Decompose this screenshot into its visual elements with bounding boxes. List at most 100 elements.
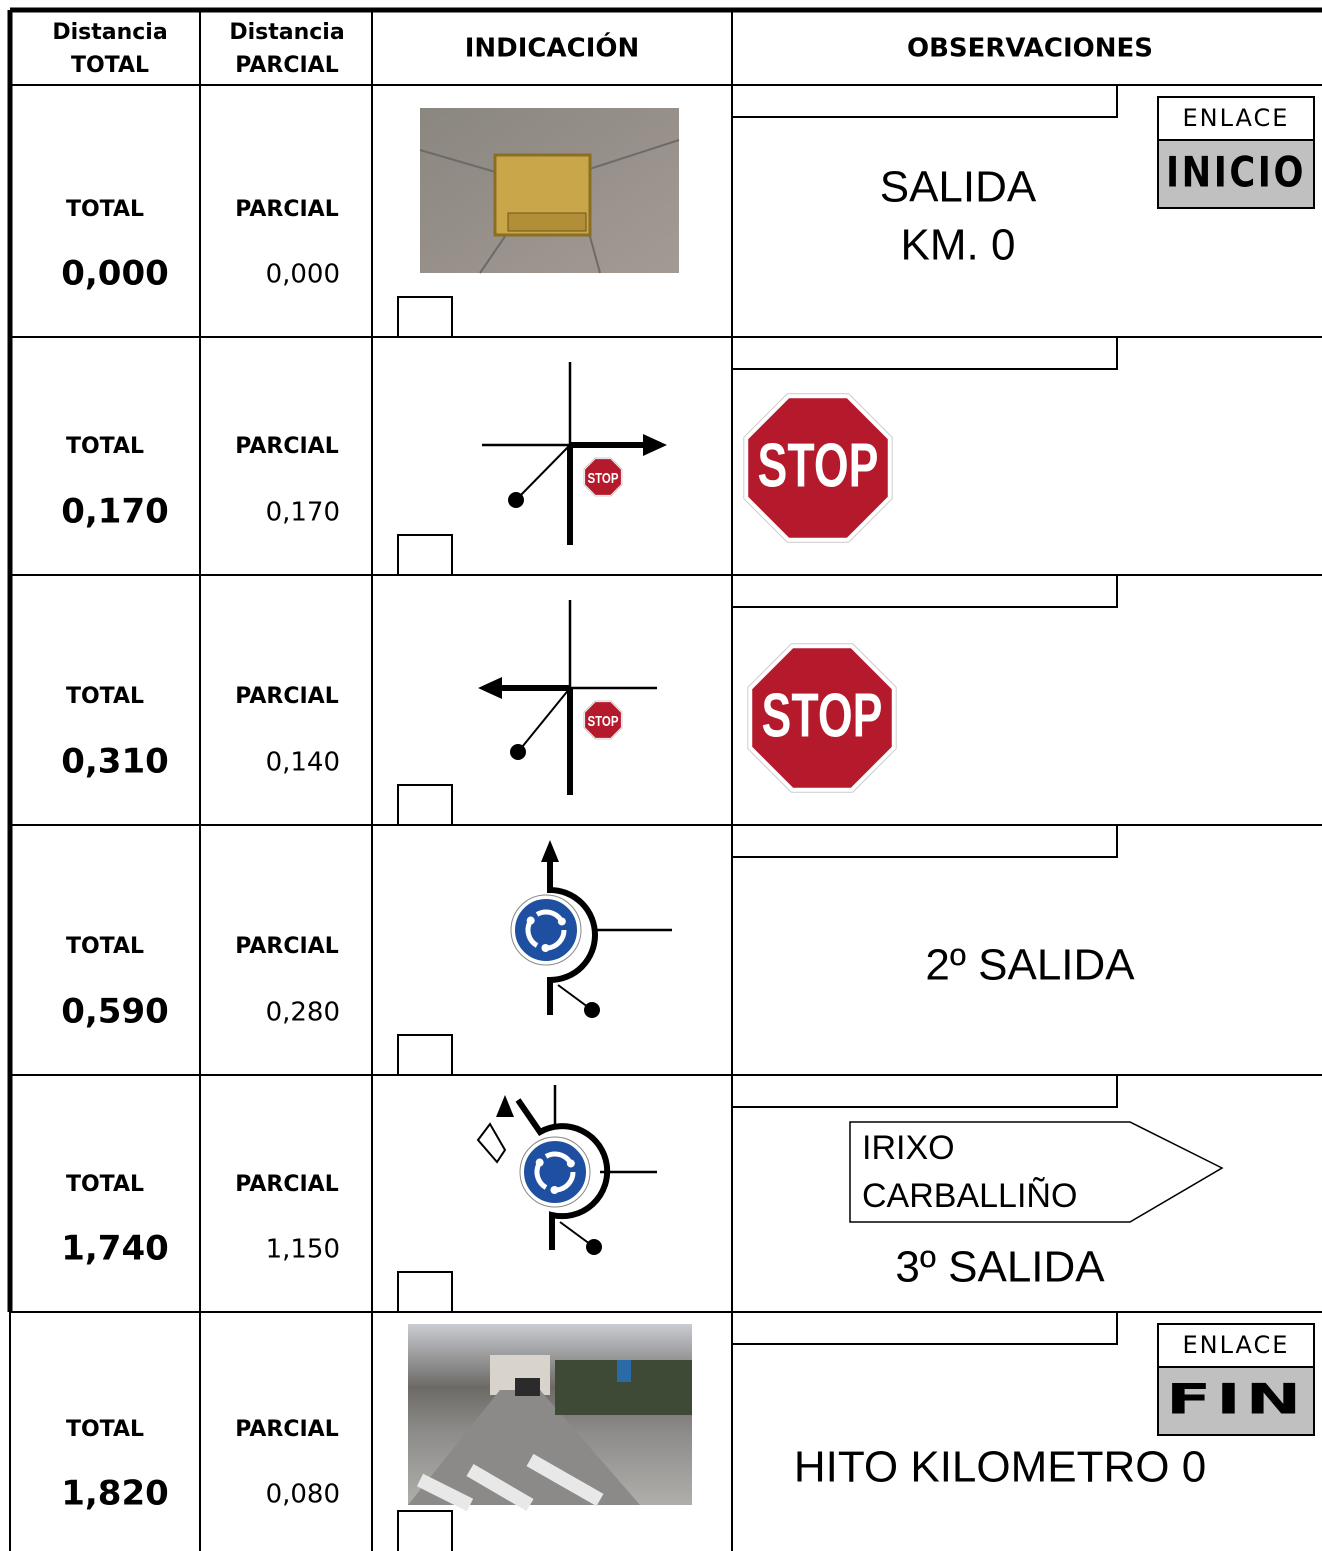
check-box — [397, 1034, 453, 1075]
text: CARBALLIÑO — [862, 1177, 1077, 1215]
photo-plaque-small — [507, 212, 587, 232]
text: 0,310 — [61, 742, 169, 782]
stop-sign-edge — [747, 643, 897, 793]
text: 1,820 — [61, 1474, 169, 1514]
text: TOTAL — [66, 934, 144, 959]
text: 0,140 — [266, 748, 340, 778]
bracket — [732, 85, 1118, 118]
text: FIN — [1166, 1375, 1306, 1424]
route-start — [515, 444, 571, 501]
bracket — [732, 337, 1118, 370]
text: PARCIAL — [235, 53, 338, 78]
text: 2º SALIDA — [925, 941, 1135, 990]
text: TOTAL — [66, 197, 144, 222]
photo-road — [408, 1390, 640, 1505]
text: 0,170 — [61, 492, 169, 532]
text: 0,280 — [266, 998, 340, 1028]
text: STOP — [758, 431, 879, 500]
text: 0,000 — [61, 254, 169, 294]
route-start — [517, 687, 571, 753]
text: ENLACE — [1183, 104, 1290, 132]
text: HITO KILOMETRO 0 — [794, 1443, 1206, 1492]
text: STOP — [762, 681, 883, 750]
text: TOTAL — [66, 434, 144, 459]
text: PARCIAL — [235, 1172, 338, 1197]
roundabout-sign — [511, 895, 581, 965]
text: 0,080 — [266, 1480, 340, 1510]
stop-sign-edge — [583, 700, 623, 740]
roundabout-arrow — [534, 1163, 548, 1190]
roundabout-tip — [566, 1159, 575, 1168]
dot — [508, 492, 524, 508]
bracket — [732, 825, 1118, 858]
text: INDICACIÓN — [465, 32, 640, 64]
text: IRIXO — [862, 1129, 955, 1167]
arrow-head — [541, 840, 559, 862]
roundabout-tip — [550, 1185, 559, 1194]
bracket — [732, 1075, 1118, 1108]
text: Distancia — [52, 20, 167, 45]
stop-sign — [743, 393, 893, 543]
arrow-head — [496, 1095, 514, 1117]
photo-sign — [617, 1360, 631, 1382]
roundabout-arrow — [525, 921, 539, 948]
roundabout-arrow — [555, 1171, 576, 1193]
check-box — [397, 784, 453, 825]
roundabout-sign — [520, 1137, 590, 1207]
roundabout-arrow — [535, 909, 563, 922]
stop-sign-edge — [583, 457, 623, 497]
photo-car — [515, 1378, 540, 1396]
dot — [510, 744, 526, 760]
text: Distancia — [229, 20, 344, 45]
roundabout-arrow — [544, 1151, 572, 1164]
text: 0,590 — [61, 992, 169, 1032]
direction-sign — [849, 1121, 1224, 1223]
roundabout-edge — [510, 894, 582, 966]
text: 1,150 — [266, 1235, 340, 1265]
text: 0,170 — [266, 498, 340, 528]
text: INICIO — [1166, 148, 1306, 197]
roundabout-edge — [519, 1136, 591, 1208]
bracket — [732, 575, 1118, 608]
pointer — [476, 1122, 507, 1164]
route — [515, 1098, 611, 1250]
text: PARCIAL — [235, 934, 338, 959]
route — [547, 862, 598, 1015]
text: STOP — [588, 713, 619, 730]
photo-crosswalk — [416, 1453, 604, 1512]
check-box — [397, 296, 453, 337]
text: ENLACE — [1183, 1331, 1290, 1359]
text: STOP — [588, 470, 619, 487]
arrow-head — [478, 677, 502, 699]
text: TOTAL — [71, 53, 149, 78]
text: 0,000 — [266, 260, 340, 290]
text: PARCIAL — [235, 684, 338, 709]
bracket — [732, 1312, 1118, 1345]
check-box — [397, 534, 453, 575]
dot — [586, 1239, 602, 1255]
dot — [584, 1002, 600, 1018]
badge-bottom — [1157, 139, 1315, 209]
stop-sign — [747, 643, 897, 793]
text: 3º SALIDA — [895, 1243, 1105, 1292]
roundabout-tip — [557, 917, 566, 926]
text: PARCIAL — [235, 1417, 338, 1442]
text: TOTAL — [66, 1172, 144, 1197]
text: PARCIAL — [235, 197, 338, 222]
badge-bottom — [1157, 1366, 1315, 1436]
check-box — [397, 1510, 453, 1551]
text: 1,740 — [61, 1229, 169, 1269]
roundabout-arrow — [546, 929, 567, 951]
roundabout-tip — [541, 943, 550, 952]
roundabout-tip — [535, 1158, 544, 1167]
text: KM. 0 — [901, 221, 1016, 270]
stop-sign-edge — [743, 393, 893, 543]
text: OBSERVACIONES — [907, 34, 1153, 64]
roundabout-tip — [526, 916, 535, 925]
arrow-head — [643, 434, 667, 456]
text: SALIDA — [880, 163, 1037, 212]
text: TOTAL — [66, 684, 144, 709]
check-box — [397, 1271, 453, 1312]
text: TOTAL — [66, 1417, 144, 1442]
